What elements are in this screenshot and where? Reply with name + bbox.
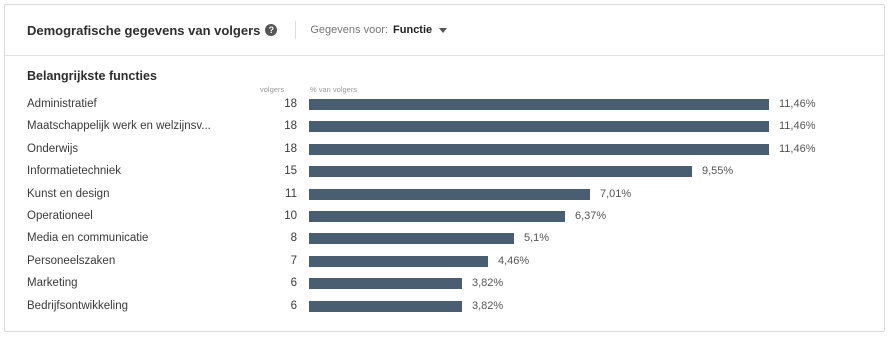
function-label: Informatietechniek — [27, 165, 121, 178]
percent-label: 3,82% — [472, 277, 504, 290]
percent-label: 9,55% — [702, 165, 734, 178]
percent-label: 11,46% — [779, 142, 816, 155]
chart-row: Media en communicatie 8 5,1% — [5, 228, 886, 250]
percent-label: 4,46% — [498, 254, 530, 267]
percent-label: 11,46% — [779, 98, 816, 110]
chart-row: Kunst en design 11 7,01% — [5, 184, 886, 206]
function-label: Administratief — [27, 98, 97, 110]
follower-count: 6 — [290, 299, 297, 312]
follower-count: 6 — [290, 277, 297, 290]
info-icon[interactable]: ? — [265, 24, 278, 36]
percent-label: 5,1% — [524, 232, 550, 245]
chart-row: Bedrijfsontwikkeling 6 3,82% — [5, 296, 886, 318]
bar — [309, 121, 769, 133]
header-divider — [295, 21, 297, 39]
function-label: Media en communicatie — [27, 232, 149, 245]
column-header-followers: volgers — [260, 85, 285, 94]
bar — [309, 143, 769, 155]
function-label: Onderwijs — [27, 142, 79, 155]
percent-label: 7,01% — [600, 187, 632, 200]
bar — [309, 188, 590, 200]
follower-count: 10 — [284, 209, 297, 222]
bar — [309, 99, 769, 110]
follower-count: 8 — [290, 232, 297, 245]
column-header-percent: % van volgers — [310, 85, 358, 94]
follower-count: 15 — [284, 165, 297, 178]
card-title-text: Demografische gegevens van volgers — [27, 22, 261, 38]
follower-count: 11 — [285, 187, 297, 200]
card-header: Demografische gegevens van volgers ? Geg… — [5, 5, 884, 56]
chevron-down-icon — [439, 27, 448, 33]
chart-row: Informatietechniek 15 9,55% — [5, 161, 886, 183]
chart-row: Maatschappelijk werk en welzijnsv... 18 11… — [5, 116, 886, 138]
bar — [309, 300, 462, 312]
chart-row: Administratief 18 11,46% — [5, 94, 886, 116]
function-label: Marketing — [27, 277, 78, 290]
demographics-card: Demografische gegevens van volgers ? Geg… — [4, 4, 885, 332]
function-label: Bedrijfsontwikkeling — [27, 299, 128, 312]
card-title: Demografische gegevens van volgers ? — [27, 22, 278, 38]
chart-row: Operationeel 10 6,37% — [5, 206, 886, 228]
function-label: Maatschappelijk werk en welzijnsv... — [27, 120, 211, 133]
function-label: Operationeel — [27, 209, 93, 222]
follower-count: 18 — [284, 98, 297, 110]
chart-row: Personeelszaken 7 4,46% — [5, 251, 886, 273]
function-label: Kunst en design — [27, 187, 110, 200]
section-title: Belangrijkste functies — [27, 69, 157, 83]
filter-label: Gegevens voor: — [310, 24, 389, 36]
data-for-dropdown[interactable]: Gegevens voor: Functie — [310, 24, 448, 36]
bar — [309, 210, 565, 222]
filter-value: Functie — [393, 24, 433, 36]
follower-count: 18 — [284, 120, 297, 133]
bar — [309, 233, 514, 245]
chart-row: Onderwijs 18 11,46% — [5, 139, 886, 161]
function-bar-chart: Administratief 18 11,46% Maatschappelijk we… — [5, 94, 886, 318]
follower-count: 18 — [284, 142, 297, 155]
bar — [309, 166, 692, 178]
function-label: Personeelszaken — [27, 254, 116, 267]
bar — [309, 278, 462, 290]
follower-count: 7 — [290, 254, 297, 267]
percent-label: 11,46% — [779, 120, 816, 133]
percent-label: 6,37% — [575, 209, 607, 222]
bar — [309, 255, 488, 267]
chart-row: Marketing 6 3,82% — [5, 273, 886, 295]
percent-label: 3,82% — [472, 299, 504, 312]
